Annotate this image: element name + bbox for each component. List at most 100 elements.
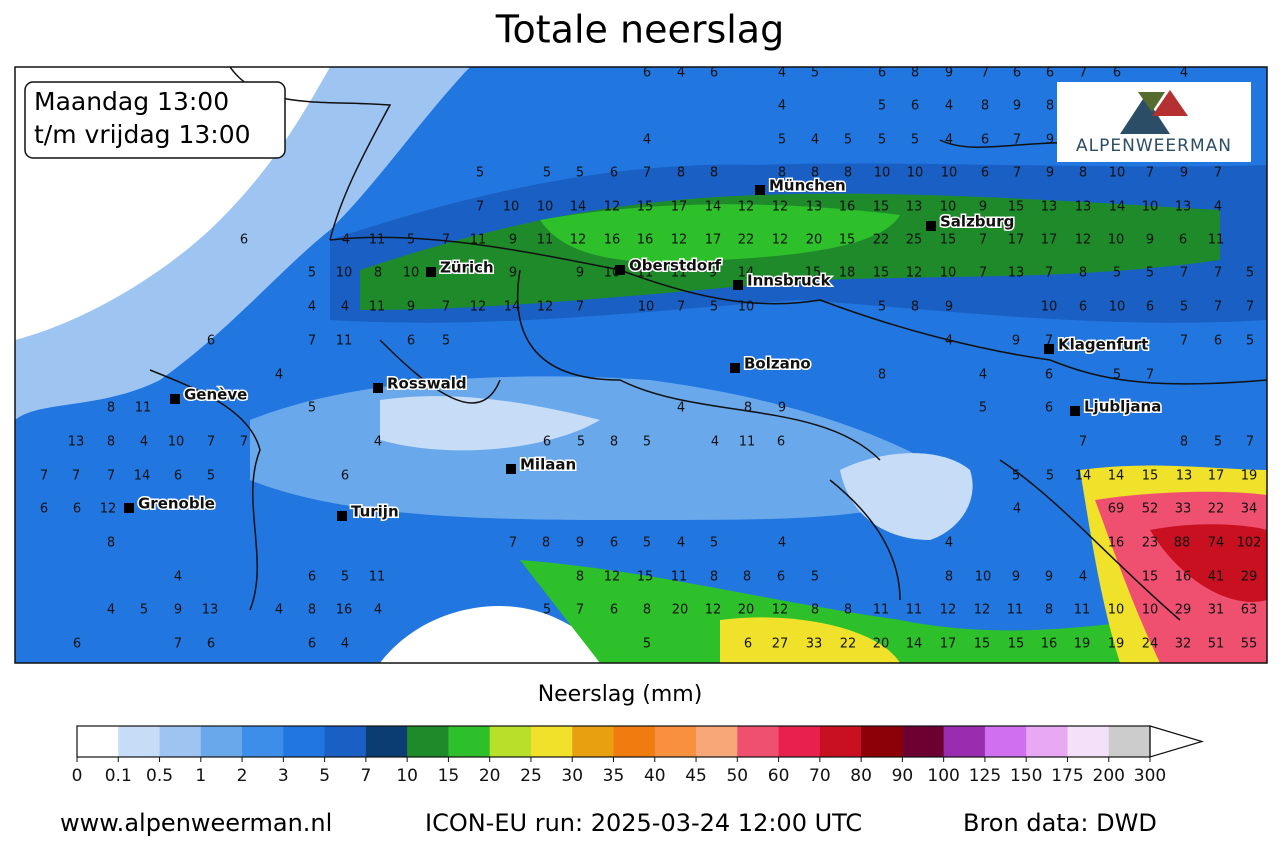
map-value: 4 [1180,66,1188,81]
colorbar-swatch [365,726,408,757]
map-value: 6 [777,570,785,585]
map-value: 17 [1208,469,1225,484]
map-value: 8 [1046,99,1054,114]
map-value: 14 [1109,200,1126,215]
map-value: 15 [1142,469,1159,484]
colorbar-swatch [737,726,780,757]
colorbar-tick-label: 200 [1093,766,1125,786]
map-value: 6 [981,166,989,181]
map-value: 15 [974,637,991,652]
map-value: 5 [811,570,819,585]
map-value: 6 [744,637,752,652]
map-value: 8 [1079,266,1087,281]
colorbar-swatch [1026,726,1068,757]
map-value: 5 [1246,334,1254,349]
map-value: 20 [873,637,890,652]
map-value: 6 [174,469,182,484]
map-value: 6 [40,502,48,517]
map-value: 6 [710,66,718,81]
city-label: Ljubljana [1084,398,1161,416]
map-value: 11 [1074,603,1091,618]
colorbar-tick-label: 70 [809,766,831,786]
map-value: 10 [1108,603,1125,618]
map-value: 7 [72,469,80,484]
map-value: 11 [369,300,386,315]
map-value: 8 [107,401,115,416]
map-value: 6 [341,469,349,484]
colorbar-swatch [77,726,119,757]
map-value: 10 [1041,300,1058,315]
cities: München Salzburg Zürich Oberstdorf Innsbruck… [124,175,1163,522]
map-value: 4 [677,536,685,551]
city-marker [124,503,134,513]
map-value: 17 [1008,233,1025,248]
map-value: 12 [772,603,789,618]
map-value: 102 [1237,536,1262,551]
map-value: 7 [1045,266,1053,281]
map-value: 4 [979,368,987,383]
map-frame [14,66,1268,664]
map-value: 14 [1075,469,1092,484]
colorbar-swatch [489,726,532,757]
map-value: 4 [778,66,786,81]
map-value: 7 [442,300,450,315]
colorbar-swatch [696,726,738,757]
south-yellow [720,617,900,663]
colorbar-tick-label: 100 [927,766,959,786]
map-value: 9 [1146,233,1154,248]
map-value: 9 [1012,570,1020,585]
city-label: Rosswald [387,375,467,393]
map-value: 9 [1180,166,1188,181]
map-value: 17 [940,637,957,652]
city-marker [170,394,180,404]
map-value: 11 [470,233,487,248]
map-value: 27 [772,637,789,652]
map-value: 15 [839,233,856,248]
green-core [540,204,900,262]
map-value: 6 [643,66,651,81]
map-value: 16 [1175,570,1192,585]
map-value: 10 [1142,603,1159,618]
map-value: 10 [1109,300,1126,315]
map-value: 4 [643,133,651,148]
colorbar-tick-label: 40 [644,766,666,786]
map-value: 15 [940,233,957,248]
map-value: 12 [671,233,688,248]
map-value: 7 [576,300,584,315]
map-value: 7 [1180,266,1188,281]
map-value: 6 [207,637,215,652]
map-value: 15 [1008,637,1025,652]
map-value: 9 [509,233,517,248]
map-value: 12 [906,266,923,281]
map-value: 7 [643,166,651,181]
map-value: 7 [174,637,182,652]
map-value: 7 [1214,300,1222,315]
map-value: 9 [174,603,182,618]
map-value: 74 [1208,536,1225,551]
map-value: 4 [778,99,786,114]
map-value: 9 [1046,166,1054,181]
colorbar-swatch [984,726,1027,757]
map-value: 17 [671,200,688,215]
map-value: 7 [107,469,115,484]
map-value: 7 [1146,368,1154,383]
colorbar-swatch [1067,726,1110,757]
map-value: 18 [839,266,856,281]
map-value: 11 [671,570,688,585]
logo-mark [1138,92,1165,112]
colorbar-tick-label: 60 [768,766,790,786]
dry-spot [380,396,600,451]
map-value: 6 [878,66,886,81]
map-value: 5 [878,300,886,315]
city-marker [733,280,743,290]
map-value: 8 [878,368,886,383]
map-value: 4 [677,66,685,81]
city-label: Salzburg [940,213,1014,231]
map-value: 9 [1046,133,1054,148]
city-marker [615,265,625,275]
map-value: 5 [207,469,215,484]
map-value: 11 [873,603,890,618]
map-value: 6 [73,637,81,652]
map-value: 7 [308,334,316,349]
